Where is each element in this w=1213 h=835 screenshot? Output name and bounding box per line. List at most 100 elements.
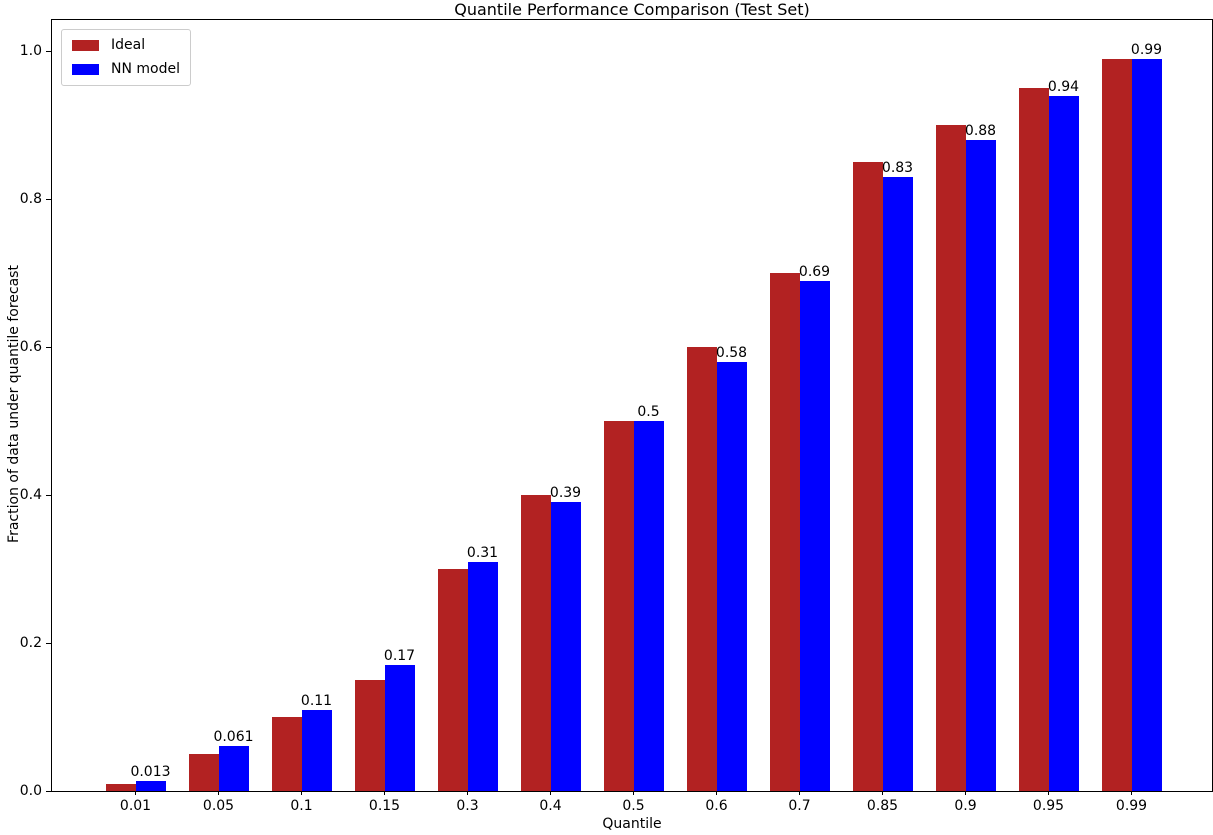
x-tick-label: 0.9 (954, 798, 977, 814)
bar-ideal (271, 717, 302, 791)
legend-label-nn-model: NN model (111, 61, 180, 77)
x-tick-mark (467, 791, 468, 795)
x-tick: 0.85 (841, 791, 924, 814)
y-tick-label: 0.0 (19, 783, 42, 799)
legend-label-ideal: Ideal (111, 37, 146, 53)
legend-swatch-nn-model (72, 64, 99, 75)
x-tick: 0.99 (1090, 791, 1173, 814)
bar-value-label: 0.11 (300, 692, 333, 709)
legend-item-ideal: Ideal (72, 37, 180, 54)
x-tick-label: 0.7 (788, 798, 811, 814)
x-tick-label: 0.01 (119, 798, 152, 814)
y-tick-mark (46, 642, 51, 644)
x-tick: 0.01 (94, 791, 177, 814)
bar-group: 0.31 (426, 20, 509, 791)
x-tick: 0.9 (924, 791, 1007, 814)
y-tick-mark (46, 50, 51, 52)
bar-value-label: 0.31 (466, 544, 499, 561)
bar-ideal (852, 162, 883, 791)
bar-ideal (105, 783, 136, 791)
bar-ideal (1018, 88, 1049, 791)
x-tick-label: 0.99 (1115, 798, 1148, 814)
bar-group: 0.39 (509, 20, 592, 791)
bar-group: 0.5 (592, 20, 675, 791)
x-tick-mark (716, 791, 717, 795)
bar-group: 0.58 (675, 20, 758, 791)
bar-ideal (686, 347, 717, 791)
chart-title: Quantile Performance Comparison (Test Se… (454, 0, 810, 19)
x-tick-label: 0.3 (456, 798, 479, 814)
x-tick: 0.1 (260, 791, 343, 814)
bar-nn-model: 0.013 (130, 764, 171, 791)
x-tick-label: 0.95 (1032, 798, 1065, 814)
bar-group: 0.17 (343, 20, 426, 791)
bar-nn-model: 0.061 (213, 729, 254, 791)
bar-ideal (437, 569, 468, 791)
bar-value-label: 0.5 (637, 404, 660, 420)
x-tick-label: 0.5 (622, 798, 645, 814)
bar-value-label: 0.061 (213, 728, 254, 745)
bar-group: 0.88 (924, 20, 1007, 791)
bar-group: 0.061 (177, 20, 260, 791)
legend-swatch-ideal (72, 40, 99, 51)
x-tick: 0.95 (1007, 791, 1090, 814)
y-tick-mark (46, 494, 51, 496)
plot-area: 0.013 0.061 0.11 0.17 0.31 0.39 0.5 0.58 0.69 0.8… (20, 19, 1213, 799)
bar-nn-model: 0.39 (550, 485, 581, 791)
x-tick: 0.05 (177, 791, 260, 814)
y-tick-mark (46, 198, 51, 200)
bar-value-label: 0.94 (1047, 78, 1080, 95)
bar-group: 0.83 (841, 20, 924, 791)
bar-ideal (188, 754, 219, 791)
bar-value-label: 0.69 (798, 263, 831, 280)
x-tick-label: 0.1 (290, 798, 313, 814)
y-tick-mark (46, 346, 51, 348)
x-axis-label: Quantile (602, 816, 662, 832)
bar-nn-model: 0.17 (384, 648, 415, 791)
x-tick-mark (1048, 791, 1049, 795)
x-tick-mark (384, 791, 385, 795)
bar-value-label: 0.99 (1130, 41, 1163, 58)
y-tick-label: 0.8 (19, 191, 42, 208)
bar-value-label: 0.58 (715, 344, 748, 361)
x-tick-label: 0.15 (368, 798, 401, 814)
bar-group: 0.11 (260, 20, 343, 791)
x-tick: 0.7 (758, 791, 841, 814)
x-tick: 0.15 (343, 791, 426, 814)
bar-group: 0.013 (94, 20, 177, 791)
bar-ideal (1101, 58, 1132, 791)
bar-value-label: 0.17 (383, 648, 416, 665)
bars-row: 0.013 0.061 0.11 0.17 0.31 0.39 0.5 0.58 0.69 0.8… (94, 20, 1173, 791)
x-tick-label: 0.4 (539, 798, 562, 814)
bar-group: 0.99 (1090, 20, 1173, 791)
bar-nn-model: 0.69 (799, 264, 830, 791)
bar-nn-model: 0.5 (633, 404, 664, 791)
x-tick: 0.5 (592, 791, 675, 814)
bar-nn-model: 0.11 (301, 693, 332, 791)
y-tick-label: 0.4 (19, 487, 42, 503)
x-tick-mark (550, 791, 551, 795)
y-tick-mark (46, 790, 51, 792)
y-tick-label: 0.6 (19, 339, 42, 355)
bar-ideal (603, 421, 634, 791)
x-tick-mark (633, 791, 634, 795)
bar-nn-model: 0.58 (716, 345, 747, 791)
x-tick-mark (799, 791, 800, 795)
x-tick: 0.6 (675, 791, 758, 814)
x-tick-mark (1131, 791, 1132, 795)
bar-ideal (354, 680, 385, 791)
bar-nn-model: 0.88 (965, 123, 996, 791)
x-tick: 0.4 (509, 791, 592, 814)
bar-nn-model: 0.94 (1048, 79, 1079, 791)
legend: Ideal NN model (61, 29, 191, 86)
bar-value-label: 0.39 (549, 485, 582, 502)
bar-nn-model: 0.99 (1131, 42, 1162, 791)
x-tick-label: 0.6 (705, 798, 728, 814)
bar-ideal (520, 495, 551, 791)
bar-ideal (935, 125, 966, 791)
bar-nn-model: 0.31 (467, 545, 498, 791)
bar-ideal (769, 273, 800, 791)
x-tick-mark (218, 791, 219, 795)
bar-group: 0.69 (758, 20, 841, 791)
